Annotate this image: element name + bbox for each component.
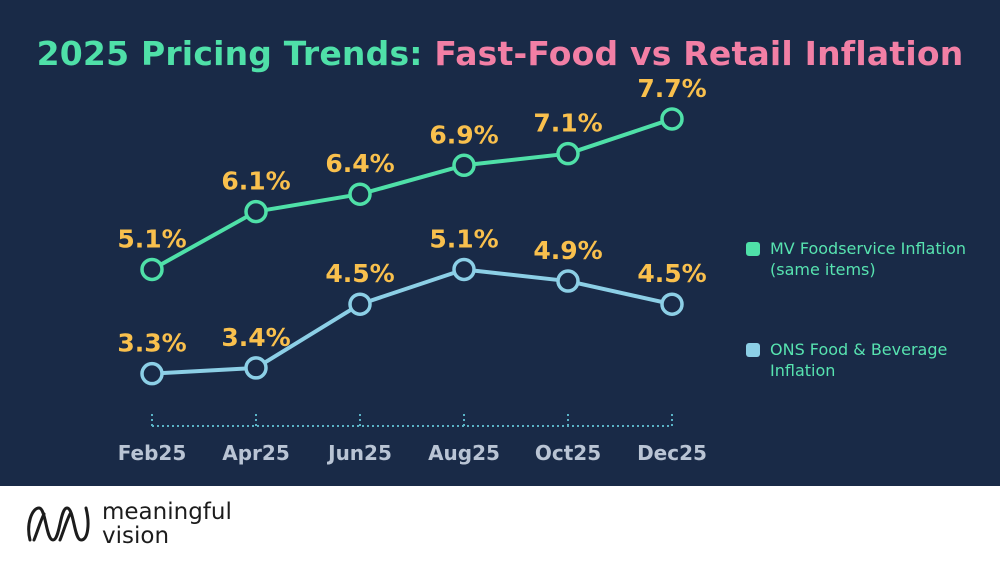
data-point-mv-foodservice-apr25	[244, 199, 268, 224]
data-point-ons-food-beverage-aug25	[452, 257, 476, 282]
brand-name-line1: meaningful	[102, 499, 232, 525]
brand-name-line2: vision	[102, 523, 170, 549]
data-label-mv-foodservice-aug25: 6.9%	[429, 120, 498, 149]
series-line-ons-food-beverage	[151, 267, 673, 376]
chart-title: 2025 Pricing Trends: Fast-Food vs Retail…	[0, 34, 1000, 73]
data-label-ons-food-beverage-dec25: 4.5%	[637, 259, 706, 288]
data-label-mv-foodservice-oct25: 7.1%	[533, 109, 602, 138]
data-point-ons-food-beverage-dec25	[660, 292, 684, 316]
chart-title-part2: Fast-Food vs Retail Inflation	[434, 34, 964, 73]
data-label-ons-food-beverage-oct25: 4.9%	[533, 236, 602, 265]
x-tick-label-apr25: Apr25	[222, 441, 290, 465]
data-label-mv-foodservice-jun25: 6.4%	[325, 149, 394, 178]
x-tick-label-oct25: Oct25	[535, 441, 601, 465]
data-label-ons-food-beverage-jun25: 4.5%	[325, 259, 394, 288]
chart-title-part1: 2025 Pricing Trends:	[36, 34, 423, 73]
legend-label-ons-food-beverage: ONS Food & Beverage Inflation	[770, 340, 948, 380]
x-tick-label-jun25: Jun25	[326, 441, 392, 465]
legend-swatch-ons-food-beverage	[746, 343, 760, 357]
line-chart: Feb25 Apr25 Jun25 Aug25 Oct25 Dec25 5.1% 6.1% 6.…	[117, 74, 707, 465]
footer: meaningful vision	[0, 486, 1000, 562]
legend-item-mv-foodservice: MV Foodservice Inflation (same items)	[746, 238, 985, 280]
x-tick-label-aug25: Aug25	[428, 441, 500, 465]
legend-item-ons-food-beverage: ONS Food & Beverage Inflation	[746, 339, 985, 381]
x-tick-label-feb25: Feb25	[118, 441, 187, 465]
data-point-ons-food-beverage-jun25	[348, 292, 372, 316]
legend-label-mv-foodservice: MV Foodservice Inflation (same items)	[770, 239, 966, 279]
data-point-ons-food-beverage-oct25	[556, 269, 580, 293]
data-point-mv-foodservice-feb25	[140, 257, 164, 282]
data-label-mv-foodservice-apr25: 6.1%	[221, 167, 290, 196]
data-label-mv-foodservice-dec25: 7.7%	[637, 74, 706, 103]
chart-canvas: 2025 Pricing Trends: Fast-Food vs Retail…	[0, 0, 1000, 486]
data-point-mv-foodservice-oct25	[556, 141, 580, 166]
meaningful-vision-logo-icon	[27, 506, 90, 542]
data-point-mv-foodservice-dec25	[660, 107, 684, 131]
data-label-ons-food-beverage-feb25: 3.3%	[117, 329, 186, 358]
x-tick-label-dec25: Dec25	[637, 441, 707, 465]
data-label-ons-food-beverage-aug25: 5.1%	[429, 224, 498, 253]
series-line-mv-foodservice	[151, 117, 673, 272]
data-point-ons-food-beverage-feb25	[140, 361, 164, 386]
data-label-ons-food-beverage-apr25: 3.4%	[221, 323, 290, 352]
data-point-ons-food-beverage-apr25	[244, 356, 268, 380]
data-point-mv-foodservice-aug25	[452, 153, 476, 178]
data-point-mv-foodservice-jun25	[348, 182, 372, 206]
legend-swatch-mv-foodservice	[746, 242, 760, 256]
data-label-mv-foodservice-feb25: 5.1%	[117, 224, 186, 253]
brand-name: meaningful vision	[102, 500, 232, 548]
